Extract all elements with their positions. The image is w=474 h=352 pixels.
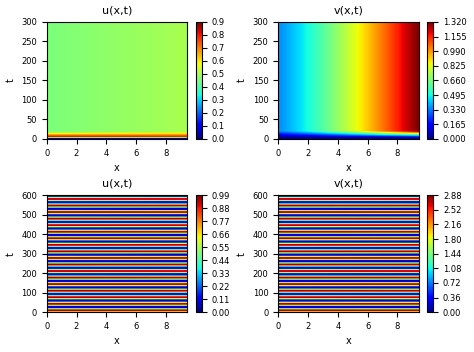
X-axis label: x: x xyxy=(346,163,351,173)
Title: u(x,t): u(x,t) xyxy=(102,179,132,189)
Title: v(x,t): v(x,t) xyxy=(334,179,364,189)
Y-axis label: t: t xyxy=(6,252,16,256)
X-axis label: x: x xyxy=(114,337,120,346)
Y-axis label: t: t xyxy=(237,78,247,82)
Y-axis label: t: t xyxy=(6,78,16,82)
Y-axis label: t: t xyxy=(237,252,247,256)
Title: v(x,t): v(x,t) xyxy=(334,6,364,15)
Title: u(x,t): u(x,t) xyxy=(102,6,132,15)
X-axis label: x: x xyxy=(114,163,120,173)
X-axis label: x: x xyxy=(346,337,351,346)
